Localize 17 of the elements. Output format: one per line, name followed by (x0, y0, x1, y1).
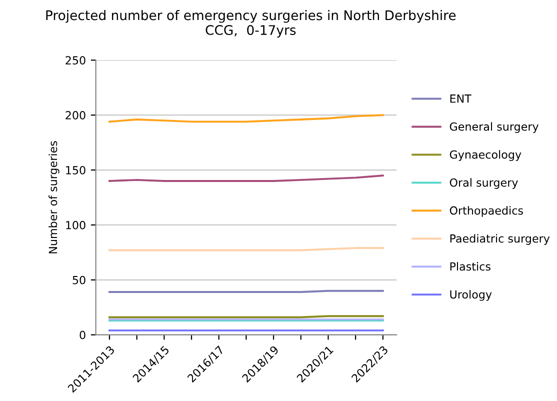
chart-title: Projected number of emergency surgeries in North Derbyshire CCG, 0-17yrs (46, 10, 456, 38)
legend-label: ENT (450, 94, 472, 103)
y-tick-label: 50 (72, 276, 86, 284)
y-axis-title: Number of surgeries (48, 141, 60, 254)
legend-label: Paediatric surgery (450, 234, 550, 245)
legend-label: Plastics (450, 262, 490, 271)
line-series (108, 114, 384, 123)
legend-label: Oral surgery (450, 178, 518, 189)
legend-label: General surgery (450, 122, 538, 133)
legend-label: Urology (450, 290, 492, 301)
legend-label: Orthopaedics (450, 206, 523, 217)
y-tick-label: 100 (66, 220, 86, 230)
y-tick-label: 250 (66, 56, 86, 65)
legend-label: Gynaecology (450, 150, 522, 161)
y-tick-label: 200 (66, 111, 86, 120)
y-tick-label: 0 (80, 330, 86, 340)
y-tick-label: 150 (66, 166, 86, 174)
